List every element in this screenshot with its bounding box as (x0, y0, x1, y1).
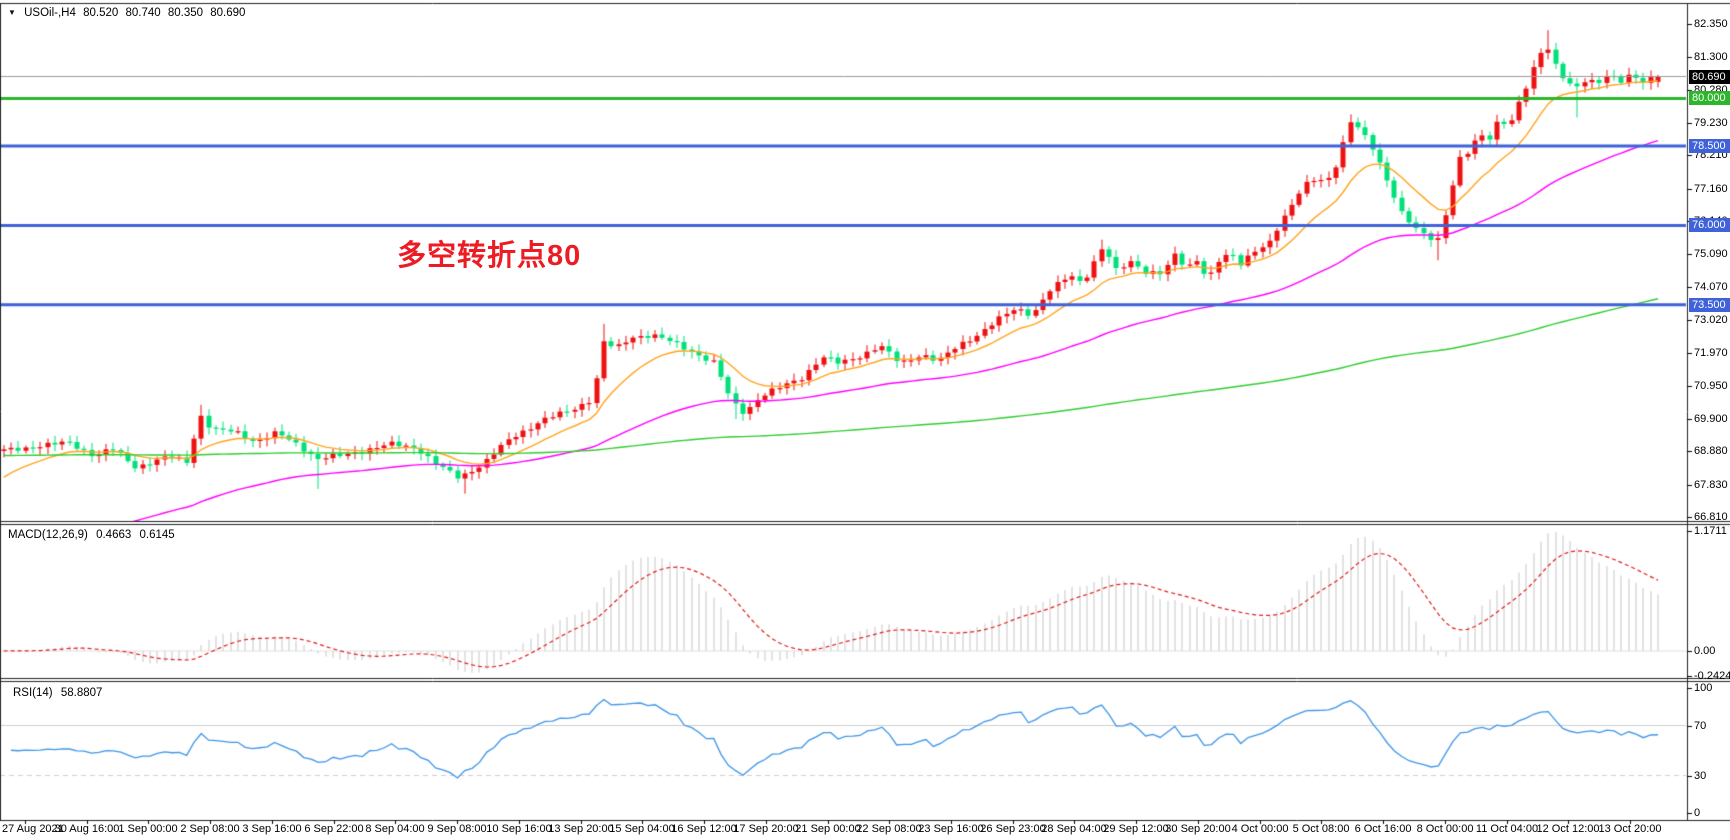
time-axis-label: 11 Oct 04:00 (1475, 823, 1539, 835)
macd-indicator-label: MACD(12,26,9) 0.4663 0.6145 (8, 529, 180, 541)
macd-title: MACD(12,26,9) (8, 529, 88, 541)
rsi-axis-label: 100 (1694, 682, 1713, 694)
price-axis-label: 69.900 (1694, 413, 1728, 425)
price-axis-label: 75.090 (1694, 248, 1728, 260)
price-axis-label: 73.020 (1694, 314, 1728, 326)
time-axis-label: 9 Sep 08:00 (427, 823, 487, 835)
price-axis-label: 79.230 (1694, 117, 1728, 129)
time-axis-label: 26 Sep 23:00 (980, 823, 1046, 835)
ohlc-close-value: 80.690 (210, 7, 246, 19)
price-axis-label: 67.830 (1694, 479, 1728, 491)
annotation-text[interactable]: 多空转折点80 (397, 240, 582, 272)
time-axis-label: 6 Oct 16:00 (1354, 823, 1412, 835)
time-axis-label: 23 Sep 16:00 (918, 823, 984, 835)
level-price-tag: 76.000 (1689, 218, 1730, 232)
time-axis-label: 22 Sep 08:00 (856, 823, 922, 835)
ohlc-high-value: 80.740 (125, 7, 161, 19)
time-axis-label: 5 Oct 08:00 (1292, 823, 1350, 835)
current-price-tag: 80.690 (1689, 70, 1730, 84)
time-axis-label: 10 Sep 16:00 (486, 823, 552, 835)
macd-axis-label: -0.2424 (1694, 670, 1730, 682)
time-axis-label: 21 Sep 00:00 (795, 823, 861, 835)
time-axis-label: 16 Sep 12:00 (671, 823, 737, 835)
time-axis-label: 28 Sep 04:00 (1041, 823, 1107, 835)
time-axis-label: 15 Sep 04:00 (609, 823, 675, 835)
time-axis-label: 30 Sep 20:00 (1165, 823, 1231, 835)
macd-axis-label: 0.00 (1694, 645, 1716, 657)
price-axis-label: 66.810 (1694, 511, 1728, 523)
time-axis-label: 2 Sep 08:00 (180, 823, 240, 835)
ohlc-low-value: 80.350 (167, 7, 204, 19)
price-axis-label: 81.300 (1694, 51, 1728, 63)
rsi-title: RSI(14) (13, 687, 53, 699)
time-axis-label: 6 Sep 22:00 (304, 823, 364, 835)
price-axis-label: 68.880 (1694, 445, 1728, 457)
level-price-tag: 80.000 (1689, 91, 1730, 105)
level-price-tag: 73.500 (1689, 298, 1730, 312)
symbol-timeframe-label: USOil-,H4 (24, 7, 76, 19)
macd-signal-value: 0.6145 (139, 529, 175, 541)
time-axis-label: 27 Aug 2021 (2, 823, 64, 835)
time-axis-label: 8 Sep 04:00 (365, 823, 425, 835)
time-axis-label: 3 Sep 16:00 (242, 823, 302, 835)
price-axis-label: 77.160 (1694, 183, 1728, 195)
time-axis-label: 13 Sep 20:00 (548, 823, 614, 835)
time-axis-label: 13 Oct 20:00 (1598, 823, 1662, 835)
price-axis-label: 70.950 (1694, 380, 1728, 392)
rsi-axis-label: 30 (1694, 770, 1707, 782)
rsi-axis-label: 70 (1694, 720, 1707, 732)
symbol-dropdown-arrow-icon[interactable]: ▼ (8, 8, 16, 17)
price-axis-label: 71.970 (1694, 347, 1728, 359)
rsi-axis-label: 0 (1694, 807, 1701, 819)
time-axis-label: 4 Oct 00:00 (1231, 823, 1289, 835)
ohlc-open-value: 80.520 (83, 7, 119, 19)
level-price-tag: 78.500 (1689, 139, 1730, 153)
time-axis-label: 29 Sep 12:00 (1103, 823, 1169, 835)
rsi-indicator-label: RSI(14) 58.8807 (13, 687, 107, 699)
macd-main-value: 0.4663 (96, 529, 132, 541)
time-axis-label: 30 Aug 16:00 (54, 823, 120, 835)
time-axis-label: 17 Sep 20:00 (733, 823, 799, 835)
time-axis-label: 1 Sep 00:00 (118, 823, 178, 835)
rsi-value: 58.8807 (60, 687, 103, 699)
price-axis-label: 74.070 (1694, 281, 1728, 293)
macd-axis-label: 1.1711 (1694, 525, 1727, 537)
symbol-info-bar: ▼ USOil-,H4 80.520 80.740 80.350 80.690 (8, 7, 249, 19)
time-axis-label: 12 Oct 12:00 (1536, 823, 1600, 835)
time-axis-label: 8 Oct 00:00 (1416, 823, 1474, 835)
price-axis-label: 82.350 (1694, 18, 1728, 30)
